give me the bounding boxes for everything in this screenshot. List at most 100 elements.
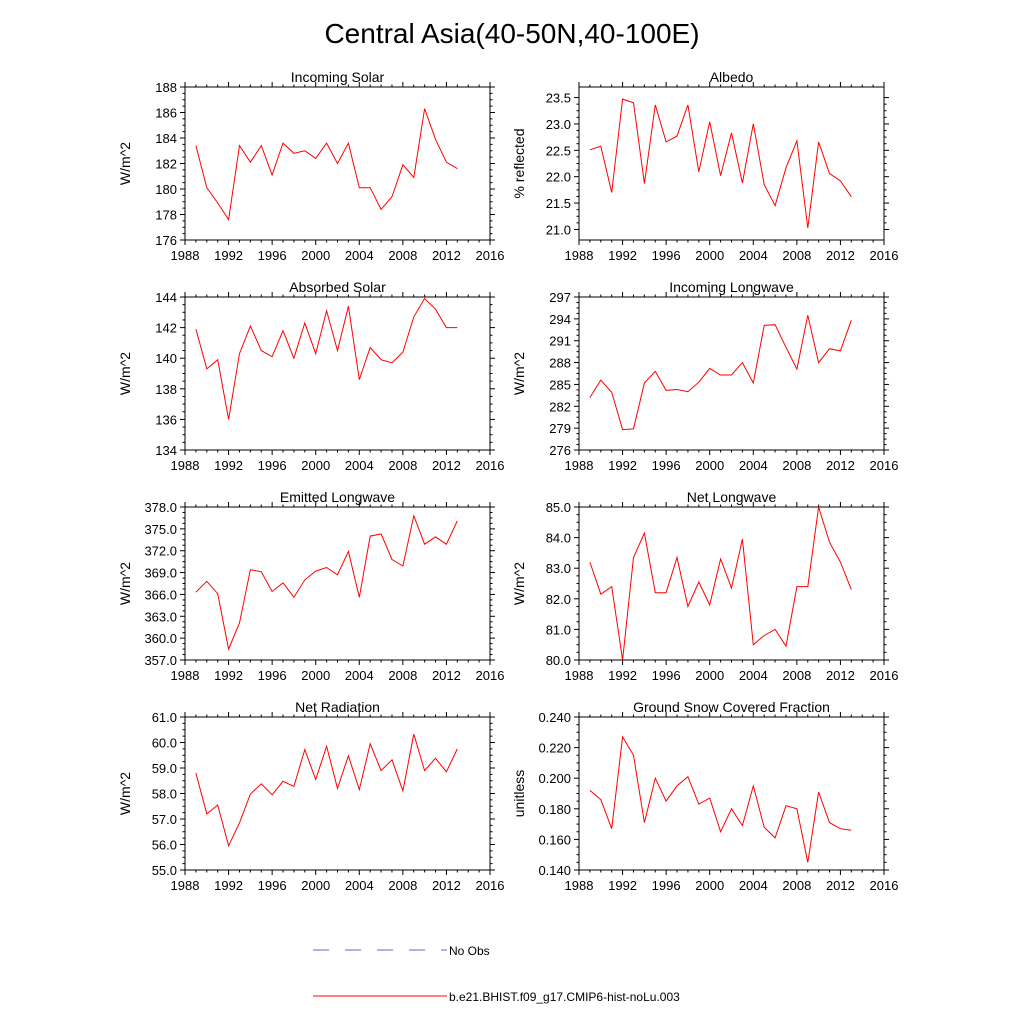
x-tick-label: 2004: [345, 668, 374, 683]
x-tick-label: 2008: [782, 458, 811, 473]
y-tick-label: 23.5: [546, 91, 571, 106]
x-tick-label: 1988: [171, 878, 200, 893]
x-tick-label: 1988: [171, 248, 200, 263]
y-tick-label: 82.0: [546, 592, 571, 607]
y-tick-label: 0.140: [538, 863, 571, 878]
x-tick-label: 2004: [739, 248, 768, 263]
x-tick-label: 1996: [258, 458, 287, 473]
x-tick-label: 2000: [695, 458, 724, 473]
y-tick-label: 0.200: [538, 771, 571, 786]
chart-panel: Net Longwave W/m^2 1988 1992 1996 2000 2004 200…: [511, 489, 898, 683]
x-tick-label: 2004: [739, 668, 768, 683]
y-tick-label: 186: [155, 106, 177, 121]
panel-title: Net Longwave: [687, 489, 777, 505]
x-tick-label: 2016: [870, 458, 899, 473]
x-tick-label: 2016: [476, 458, 505, 473]
y-tick-label: 294: [549, 312, 571, 327]
x-tick-label: 2008: [388, 668, 417, 683]
legend: No Obs b.e21.BHIST.f09_g17.CMIP6-hist-no…: [313, 944, 680, 1004]
y-tick-label: 134: [155, 443, 177, 458]
chart-panel: Ground Snow Covered Fraction unitless 1988…: [511, 699, 898, 893]
y-tick-label: 22.0: [546, 170, 571, 185]
x-tick-label: 2012: [432, 458, 461, 473]
y-tick-label: 0.220: [538, 741, 571, 756]
x-tick-label: 2004: [345, 248, 374, 263]
y-tick-label: 0.160: [538, 832, 571, 847]
panel-title: Absorbed Solar: [289, 279, 386, 295]
chart-panel: Albedo % reflected 1988 1992 1996 2000 2004 200…: [511, 69, 898, 263]
x-tick-label: 2008: [388, 458, 417, 473]
x-tick-label: 2016: [870, 878, 899, 893]
panel-title: Emitted Longwave: [280, 489, 395, 505]
y-tick-label: 61.0: [152, 710, 177, 725]
x-tick-label: 1996: [258, 878, 287, 893]
x-tick-label: 2000: [301, 458, 330, 473]
x-tick-label: 1988: [171, 458, 200, 473]
y-tick-label: 58.0: [152, 787, 177, 802]
chart-panel: Net Radiation W/m^2 1988 1992 1996 2000 2004 20…: [117, 699, 504, 893]
chart-panel: Emitted Longwave W/m^2 1988 1992 1996 2000 200…: [117, 489, 504, 683]
y-tick-label: 184: [155, 131, 177, 146]
x-tick-label: 2016: [870, 248, 899, 263]
legend-label-model: b.e21.BHIST.f09_g17.CMIP6-hist-noLu.003: [449, 990, 680, 1004]
y-tick-label: 80.0: [546, 653, 571, 668]
x-tick-label: 1996: [652, 878, 681, 893]
x-tick-label: 1988: [565, 458, 594, 473]
plot-frame: [184, 716, 491, 871]
y-tick-label: 0.240: [538, 710, 571, 725]
x-tick-label: 2016: [476, 668, 505, 683]
y-tick-label: 136: [155, 412, 177, 427]
series-line: [589, 506, 852, 661]
x-tick-label: 1988: [565, 248, 594, 263]
y-tick-label: 84.0: [546, 531, 571, 546]
x-tick-label: 2012: [432, 878, 461, 893]
y-tick-label: 176: [155, 233, 177, 248]
y-tick-label: 182: [155, 157, 177, 172]
x-tick-label: 2016: [476, 878, 505, 893]
y-tick-label: 291: [549, 334, 571, 349]
x-tick-label: 2008: [782, 248, 811, 263]
x-tick-label: 2004: [739, 458, 768, 473]
y-tick-label: 144: [155, 290, 177, 305]
y-axis-label: W/m^2: [117, 142, 133, 185]
panel-title: Net Radiation: [295, 699, 380, 715]
y-tick-label: 366.0: [144, 587, 177, 602]
chart-panels: Incoming Solar W/m^2 1988 1992 1996 2000 2004 2…: [117, 69, 898, 893]
y-axis-label: W/m^2: [117, 562, 133, 605]
x-tick-label: 2000: [695, 248, 724, 263]
x-tick-label: 1996: [652, 458, 681, 473]
chart-panel: Absorbed Solar W/m^2 1988 1992 1996 2000 2004 2…: [117, 279, 504, 473]
y-axis-label: W/m^2: [117, 772, 133, 815]
y-tick-label: 357.0: [144, 653, 177, 668]
y-tick-label: 59.0: [152, 761, 177, 776]
y-axis-label: unitless: [511, 770, 527, 817]
legend-label-no-obs: No Obs: [449, 944, 490, 958]
x-tick-label: 1992: [608, 668, 637, 683]
y-tick-label: 21.5: [546, 196, 571, 211]
y-tick-label: 140: [155, 351, 177, 366]
plot-frame: [184, 506, 491, 661]
y-tick-label: 360.0: [144, 631, 177, 646]
x-tick-label: 1992: [608, 458, 637, 473]
x-tick-label: 2004: [739, 878, 768, 893]
series-line: [195, 513, 458, 651]
y-tick-label: 369.0: [144, 566, 177, 581]
y-tick-label: 138: [155, 382, 177, 397]
chart-panel: Incoming Longwave W/m^2 1988 1992 1996 2000 20…: [511, 279, 898, 473]
plot-frame: [184, 296, 491, 451]
x-tick-label: 1988: [565, 878, 594, 893]
y-tick-label: 57.0: [152, 812, 177, 827]
panel-title: Ground Snow Covered Fraction: [633, 699, 830, 715]
plot-frame: [578, 86, 885, 241]
y-tick-label: 375.0: [144, 522, 177, 537]
x-tick-label: 1992: [214, 458, 243, 473]
y-tick-label: 297: [549, 290, 571, 305]
series-line: [195, 297, 458, 420]
x-tick-label: 2016: [476, 248, 505, 263]
y-tick-label: 279: [549, 421, 571, 436]
series-line: [589, 98, 852, 228]
x-tick-label: 2004: [345, 878, 374, 893]
y-tick-label: 180: [155, 182, 177, 197]
x-tick-label: 2008: [782, 668, 811, 683]
